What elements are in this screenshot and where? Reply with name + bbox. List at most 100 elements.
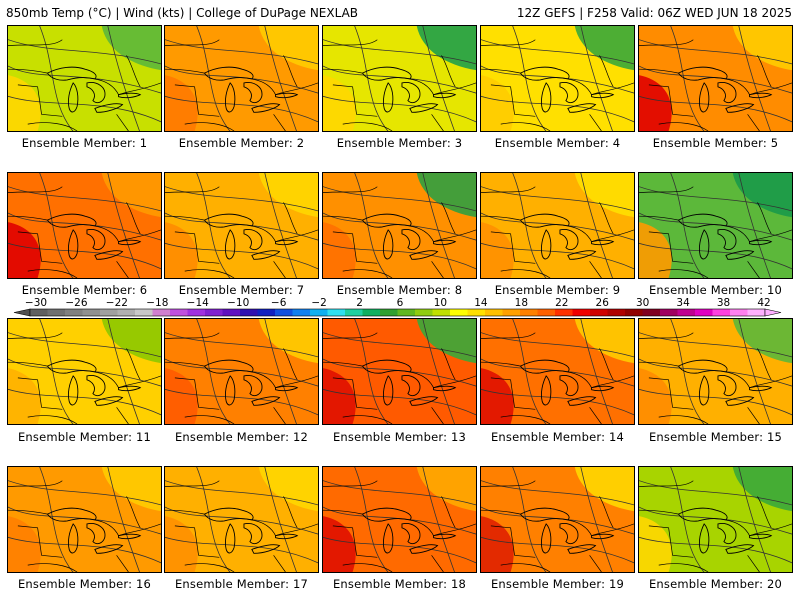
colorbar-segment bbox=[240, 309, 258, 316]
state-border bbox=[126, 202, 141, 235]
state-border bbox=[481, 361, 521, 367]
state-border bbox=[648, 84, 694, 117]
colorbar-segment bbox=[695, 309, 713, 316]
colorbar-tick-label: 22 bbox=[555, 297, 569, 309]
state-border bbox=[639, 480, 694, 487]
great-lake-outline bbox=[382, 375, 394, 406]
colorbar-tick-label: 38 bbox=[716, 297, 731, 309]
state-border bbox=[757, 348, 772, 381]
great-lake-outline bbox=[433, 385, 457, 392]
great-lake-outline bbox=[401, 375, 421, 397]
temperature-colorbar bbox=[13, 308, 782, 317]
warm-anomaly-field bbox=[8, 368, 41, 424]
state-border bbox=[184, 122, 235, 131]
ensemble-map-panel bbox=[164, 466, 319, 573]
state-border bbox=[27, 563, 78, 572]
great-lake-outline bbox=[67, 82, 79, 113]
state-border bbox=[184, 269, 235, 278]
state-border bbox=[490, 525, 536, 558]
warm-anomaly-field bbox=[323, 75, 356, 131]
isobar-contour bbox=[196, 173, 231, 278]
isobar-contour bbox=[481, 480, 634, 506]
isobar-contour bbox=[8, 95, 161, 123]
state-border bbox=[174, 525, 220, 558]
ensemble-map-panel bbox=[164, 25, 319, 132]
cool-anomaly-field bbox=[101, 173, 161, 218]
great-lake-outline bbox=[203, 66, 254, 81]
colorbar-tick-label: −30 bbox=[24, 297, 48, 309]
great-lake-outline bbox=[46, 213, 97, 228]
state-border bbox=[342, 269, 393, 278]
warm-anomaly-field bbox=[323, 368, 356, 424]
state-border bbox=[165, 68, 205, 74]
colorbar-tick-label: 34 bbox=[676, 297, 690, 309]
state-border bbox=[589, 261, 602, 278]
colorbar-segment bbox=[502, 309, 521, 316]
state-border bbox=[648, 377, 694, 410]
colorbar-tick-label: 10 bbox=[433, 297, 448, 309]
great-lake-outline bbox=[540, 229, 552, 260]
isobar-contour bbox=[39, 319, 74, 424]
state-border bbox=[323, 480, 378, 487]
great-lake-outline bbox=[433, 92, 457, 99]
great-lake-outline bbox=[559, 229, 579, 251]
isobar-contour bbox=[323, 480, 476, 506]
isobar-contour bbox=[639, 332, 792, 358]
ensemble-member-label: Ensemble Member: 5 bbox=[652, 136, 779, 150]
header-title: 850mb Temp (°C) | Wind (kts) | College o… bbox=[6, 6, 359, 20]
warm-anomaly-field bbox=[323, 516, 356, 572]
isobar-contour bbox=[107, 173, 140, 278]
great-lake-outline bbox=[519, 507, 570, 522]
colorbar-tick-label: 30 bbox=[635, 297, 650, 309]
great-lake-outline bbox=[409, 103, 439, 113]
colorbar-segment bbox=[345, 309, 363, 316]
great-lake-outline bbox=[749, 92, 773, 99]
ensemble-member-label: Ensemble Member: 11 bbox=[17, 430, 152, 444]
cool-anomaly-field bbox=[574, 173, 634, 218]
colorbar-tick-label: −6 bbox=[270, 297, 287, 309]
isobar-contour bbox=[670, 319, 705, 424]
colorbar-tick-label: 14 bbox=[474, 297, 488, 309]
isobar-contour bbox=[8, 480, 161, 506]
ensemble-member-label: Ensemble Member: 14 bbox=[490, 430, 625, 444]
cool-anomaly-field bbox=[732, 173, 792, 218]
state-border bbox=[116, 555, 129, 572]
isobar-contour bbox=[8, 186, 161, 212]
state-border bbox=[273, 114, 286, 131]
state-border bbox=[8, 361, 48, 367]
great-lake-outline bbox=[401, 229, 421, 251]
isobar-contour bbox=[165, 480, 318, 506]
ensemble-map-panel bbox=[7, 25, 162, 132]
ensemble-map-panel bbox=[322, 318, 477, 425]
state-border bbox=[639, 68, 679, 74]
cool-anomaly-field bbox=[416, 467, 476, 512]
state-border bbox=[441, 496, 456, 529]
isobar-contour bbox=[8, 242, 161, 270]
ensemble-member-label: Ensemble Member: 1 bbox=[21, 136, 148, 150]
state-border bbox=[639, 186, 694, 193]
state-border bbox=[441, 202, 456, 235]
isobar-contour bbox=[323, 388, 476, 416]
isobar-contour bbox=[323, 39, 476, 65]
great-lake-outline bbox=[67, 523, 79, 554]
great-lake-outline bbox=[251, 103, 281, 113]
temperature-map bbox=[165, 173, 318, 278]
cool-anomaly-field bbox=[732, 26, 792, 71]
state-border bbox=[639, 332, 694, 339]
colorbar-segment bbox=[397, 309, 416, 316]
state-border bbox=[431, 555, 444, 572]
great-lake-outline bbox=[361, 213, 412, 228]
colorbar-segment bbox=[187, 309, 206, 316]
state-border bbox=[323, 215, 363, 221]
warm-anomaly-field bbox=[165, 368, 198, 424]
state-border bbox=[323, 39, 378, 46]
warm-anomaly-field bbox=[8, 222, 41, 278]
colorbar-segment bbox=[415, 309, 433, 316]
state-border bbox=[599, 348, 614, 381]
isobar-contour bbox=[8, 388, 161, 416]
state-border bbox=[648, 525, 694, 558]
state-border bbox=[658, 269, 709, 278]
state-border bbox=[8, 186, 63, 193]
state-border bbox=[747, 114, 760, 131]
state-border bbox=[500, 122, 551, 131]
